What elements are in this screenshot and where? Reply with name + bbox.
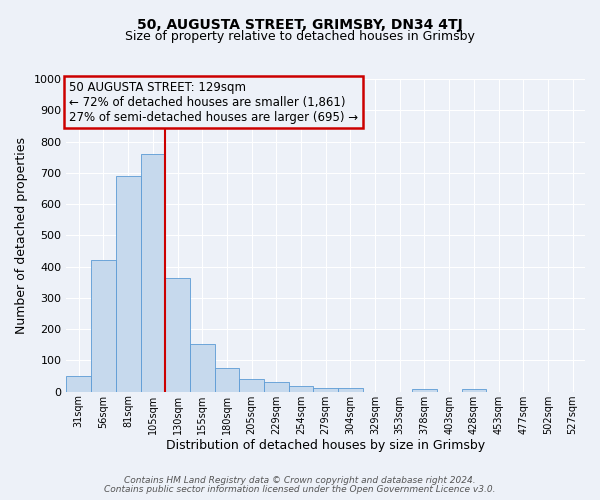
Text: Contains public sector information licensed under the Open Government Licence v3: Contains public sector information licen… xyxy=(104,485,496,494)
Bar xyxy=(91,260,116,392)
Bar xyxy=(461,389,486,392)
X-axis label: Distribution of detached houses by size in Grimsby: Distribution of detached houses by size … xyxy=(166,440,485,452)
Bar xyxy=(338,388,363,392)
Bar xyxy=(165,278,190,392)
Y-axis label: Number of detached properties: Number of detached properties xyxy=(15,137,28,334)
Text: 50, AUGUSTA STREET, GRIMSBY, DN34 4TJ: 50, AUGUSTA STREET, GRIMSBY, DN34 4TJ xyxy=(137,18,463,32)
Text: 50 AUGUSTA STREET: 129sqm
← 72% of detached houses are smaller (1,861)
27% of se: 50 AUGUSTA STREET: 129sqm ← 72% of detac… xyxy=(69,80,358,124)
Bar xyxy=(140,154,165,392)
Bar xyxy=(313,388,338,392)
Bar xyxy=(67,376,91,392)
Text: Contains HM Land Registry data © Crown copyright and database right 2024.: Contains HM Land Registry data © Crown c… xyxy=(124,476,476,485)
Bar xyxy=(264,382,289,392)
Bar xyxy=(215,368,239,392)
Bar xyxy=(116,176,140,392)
Bar xyxy=(289,386,313,392)
Bar xyxy=(412,389,437,392)
Bar xyxy=(190,344,215,392)
Text: Size of property relative to detached houses in Grimsby: Size of property relative to detached ho… xyxy=(125,30,475,43)
Bar xyxy=(239,379,264,392)
